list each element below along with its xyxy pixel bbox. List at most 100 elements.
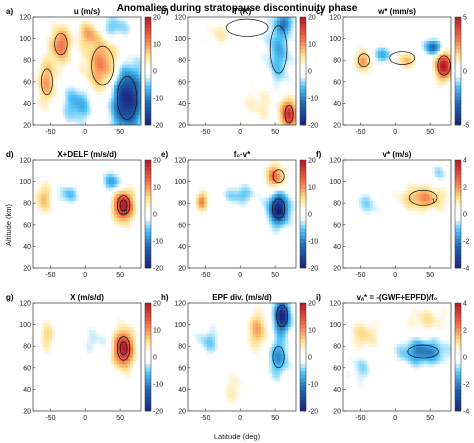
heatmap-cell	[263, 64, 267, 69]
heatmap-cell	[65, 47, 69, 52]
heatmap-cell	[46, 220, 50, 225]
heatmap-cell	[407, 23, 411, 28]
heatmap-cell	[65, 220, 69, 225]
heatmap-cell	[287, 37, 291, 42]
x-tick-label: 0	[393, 129, 397, 136]
heatmap-cell	[201, 77, 205, 82]
heatmap-cell	[76, 254, 80, 259]
heatmap-cell	[57, 114, 61, 119]
heatmap-cell	[271, 50, 275, 55]
heatmap-cell	[418, 101, 422, 106]
heatmap-cell	[33, 183, 37, 188]
heatmap-cell	[206, 77, 210, 82]
heatmap-cell	[397, 101, 401, 106]
heatmap-cell	[97, 17, 101, 21]
heatmap-cell	[62, 60, 66, 65]
heatmap-cell	[236, 94, 240, 99]
heatmap-cell	[62, 264, 66, 268]
heatmap-cell	[250, 108, 254, 112]
heatmap-cell	[448, 20, 451, 25]
heatmap-cell	[73, 187, 77, 191]
heatmap-cell	[65, 203, 69, 208]
heatmap-cell	[103, 261, 107, 266]
heatmap-cell	[348, 20, 352, 25]
heatmap-cell	[242, 54, 246, 58]
heatmap-cell	[84, 108, 88, 112]
heatmap-cell	[89, 17, 93, 21]
heatmap-cell	[394, 98, 398, 102]
heatmap-cell	[394, 23, 398, 28]
heatmap-cell	[437, 71, 441, 75]
heatmap-cell	[252, 71, 256, 75]
heatmap-cell	[190, 27, 194, 31]
heatmap-cell	[437, 37, 441, 42]
heatmap-cell	[95, 74, 99, 79]
heatmap-cell	[38, 20, 42, 25]
heatmap-cell	[65, 197, 69, 201]
x-tick-label: -50	[200, 129, 210, 136]
heatmap-cell	[78, 183, 82, 188]
heatmap-cell	[421, 94, 425, 99]
heatmap-cell	[135, 74, 139, 79]
heatmap-cell	[35, 190, 39, 195]
heatmap-cell	[43, 160, 47, 164]
heatmap-cell	[233, 27, 237, 31]
heatmap-cell	[279, 98, 283, 102]
heatmap-cell	[49, 30, 53, 35]
heatmap-cell	[65, 60, 69, 65]
heatmap-cell	[263, 77, 267, 82]
heatmap-cell	[204, 54, 208, 58]
heatmap-cell	[95, 183, 99, 188]
heatmap-cell	[108, 183, 112, 188]
heatmap-cell	[95, 64, 99, 69]
heatmap-cell	[87, 33, 91, 38]
heatmap-cell	[84, 247, 88, 252]
heatmap-cell	[60, 67, 64, 72]
heatmap-cell	[62, 166, 66, 171]
heatmap-cell	[193, 84, 197, 89]
heatmap-cell	[293, 60, 296, 65]
heatmap-cell	[198, 17, 202, 21]
heatmap-cell	[105, 67, 109, 72]
heatmap-cell	[60, 257, 64, 262]
heatmap-cell	[405, 74, 409, 79]
heatmap-cell	[60, 176, 64, 181]
heatmap-cell	[38, 244, 42, 249]
heatmap-cell	[372, 23, 376, 28]
heatmap-cell	[448, 60, 451, 65]
heatmap-cell	[228, 27, 232, 31]
heatmap-cell	[236, 64, 240, 69]
heatmap-cell	[114, 74, 118, 79]
heatmap-cell	[111, 244, 115, 249]
heatmap-cell	[111, 74, 115, 79]
heatmap-cell	[206, 71, 210, 75]
heatmap-cell	[287, 81, 291, 85]
heatmap-cell	[46, 71, 50, 75]
heatmap-cell	[35, 264, 39, 268]
heatmap-cell	[190, 37, 194, 42]
heatmap-cell	[345, 47, 349, 52]
colorbar-segment	[300, 20, 306, 25]
heatmap-cell	[108, 173, 112, 178]
heatmap-cell	[89, 264, 93, 268]
heatmap-cell	[231, 64, 235, 69]
heatmap-cell	[410, 71, 414, 75]
heatmap-cell	[282, 44, 286, 48]
x-tick-label: 50	[271, 129, 279, 136]
heatmap-cell	[287, 64, 291, 69]
heatmap-cell	[41, 193, 45, 198]
heatmap-cell	[361, 71, 365, 75]
heatmap-cell	[252, 74, 256, 79]
heatmap-cell	[108, 30, 112, 35]
heatmap-cell	[51, 166, 55, 171]
heatmap-cell	[81, 94, 85, 99]
heatmap-cell	[206, 47, 210, 52]
heatmap-cell	[285, 60, 289, 65]
heatmap-cell	[95, 234, 99, 239]
heatmap-cell	[429, 44, 433, 48]
heatmap-cell	[92, 244, 96, 249]
heatmap-cell	[87, 101, 91, 106]
heatmap-cell	[49, 257, 53, 262]
heatmap-cell	[78, 241, 82, 245]
